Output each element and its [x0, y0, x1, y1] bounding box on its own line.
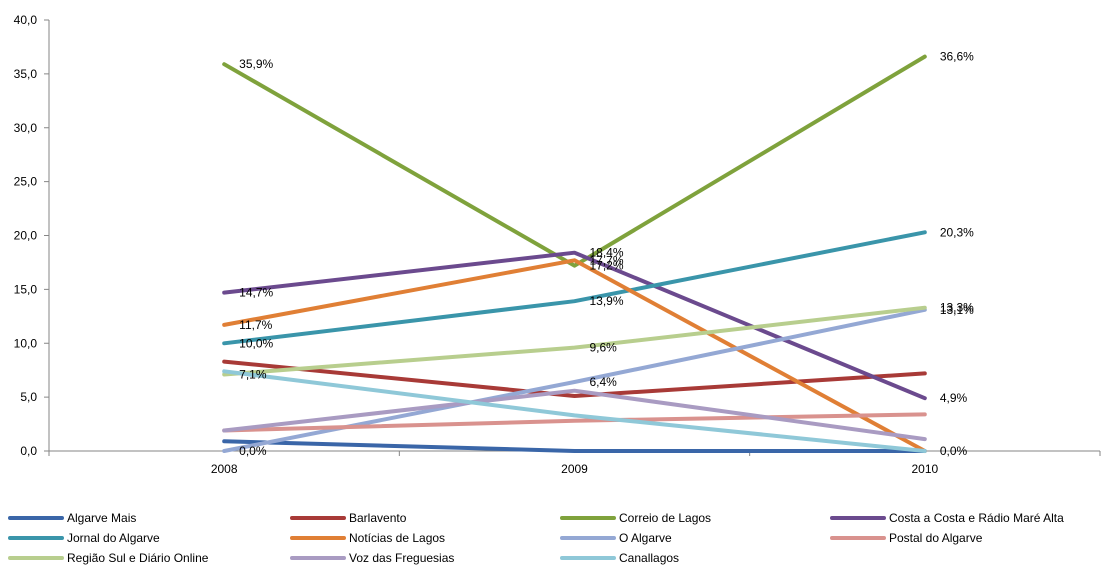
legend-label: Algarve Mais: [67, 511, 137, 525]
series-line-1: [222, 359, 927, 398]
legend-label: Região Sul e Diário Online: [67, 551, 209, 565]
legend-item: Algarve Mais: [8, 510, 136, 526]
legend-item: Região Sul e Diário Online: [8, 550, 208, 566]
legend-item: O Algarve: [560, 530, 672, 546]
legend-item: Correio de Lagos: [560, 510, 711, 526]
data-label: 17,7%: [590, 253, 624, 267]
legend-swatch: [830, 536, 886, 540]
legend-item: Canallagos: [560, 550, 679, 566]
data-label: 36,6%: [940, 50, 974, 64]
data-label: 17,2%: [590, 259, 624, 273]
data-label: 4,9%: [940, 391, 968, 405]
data-label: 13,9%: [590, 294, 624, 308]
data-label: 7,1%: [239, 367, 267, 381]
data-label: 6,4%: [590, 375, 618, 389]
legend-swatch: [290, 536, 346, 540]
y-tick-label: 15,0: [14, 282, 38, 296]
data-label: 9,6%: [590, 341, 618, 355]
series-line-4: [222, 230, 927, 346]
legend-swatch: [8, 536, 64, 540]
legend-swatch: [560, 516, 616, 520]
data-label: 18,4%: [590, 246, 624, 260]
legend-swatch: [560, 556, 616, 560]
data-label: 0,0%: [239, 444, 267, 458]
data-label: 10,0%: [239, 336, 273, 350]
chart-legend: Algarve Mais Barlavento Correio de Lagos Co…: [0, 508, 1105, 578]
legend-label: Notícias de Lagos: [349, 531, 446, 545]
y-tick-label: 25,0: [14, 175, 38, 189]
series-line-2: [222, 54, 927, 268]
legend-swatch: [8, 516, 64, 520]
y-tick-label: 20,0: [14, 229, 38, 243]
data-label: 13,3%: [940, 301, 974, 315]
data-label: 13,1%: [940, 303, 974, 317]
series-line-10: [222, 369, 927, 453]
data-label: 14,7%: [239, 286, 273, 300]
y-tick-label: 5,0: [20, 390, 37, 404]
legend-swatch: [290, 516, 346, 520]
legend-swatch: [8, 556, 64, 560]
legend-label: Costa a Costa e Rádio Maré Alta: [889, 511, 1064, 525]
legend-label: Postal do Algarve: [889, 531, 983, 545]
series-line-7: [222, 412, 927, 433]
y-tick-label: 35,0: [14, 67, 38, 81]
series-line-3: [222, 250, 927, 401]
y-tick-label: 10,0: [14, 336, 38, 350]
legend-swatch: [560, 536, 616, 540]
legend-label: Correio de Lagos: [619, 511, 712, 525]
legend-label: O Algarve: [619, 531, 672, 545]
legend-item: Notícias de Lagos: [290, 530, 445, 546]
series-line-5: [222, 258, 927, 453]
data-label: 0,0%: [940, 444, 968, 458]
legend-item: Postal do Algarve: [830, 530, 982, 546]
chart-series-lines: [222, 54, 927, 453]
x-tick-label: 2009: [561, 462, 588, 476]
legend-label: Jornal do Algarve: [67, 531, 160, 545]
data-label: 35,9%: [239, 57, 273, 71]
data-label: 20,3%: [940, 225, 974, 239]
x-tick-label: 2008: [211, 462, 238, 476]
legend-item: Voz das Freguesias: [290, 550, 454, 566]
legend-swatch: [290, 556, 346, 560]
legend-swatch: [830, 516, 886, 520]
legend-label: Barlavento: [349, 511, 407, 525]
y-tick-label: 0,0: [20, 444, 37, 458]
legend-label: Canallagos: [619, 551, 680, 565]
chart-data-labels: 35,9% 17,2% 36,6% 14,7% 18,4% 4,9% 10,0% 13,9% 2…: [239, 50, 974, 458]
legend-item: Barlavento: [290, 510, 406, 526]
legend-item: Costa a Costa e Rádio Maré Alta: [830, 510, 1064, 526]
y-tick-label: 40,0: [14, 13, 38, 27]
series-line-8: [222, 305, 927, 377]
chart-axes: 0,0 5,0 10,0 15,0 20,0 25,0 30,0 35,0 40,0 2008 20…: [14, 13, 1101, 476]
x-tick-label: 2010: [911, 462, 938, 476]
legend-item: Jornal do Algarve: [8, 530, 160, 546]
series-line-0: [222, 439, 927, 453]
legend-label: Voz das Freguesias: [349, 551, 455, 565]
series-line-9: [222, 388, 927, 442]
data-label: 11,7%: [239, 318, 272, 332]
y-tick-label: 30,0: [14, 121, 38, 135]
